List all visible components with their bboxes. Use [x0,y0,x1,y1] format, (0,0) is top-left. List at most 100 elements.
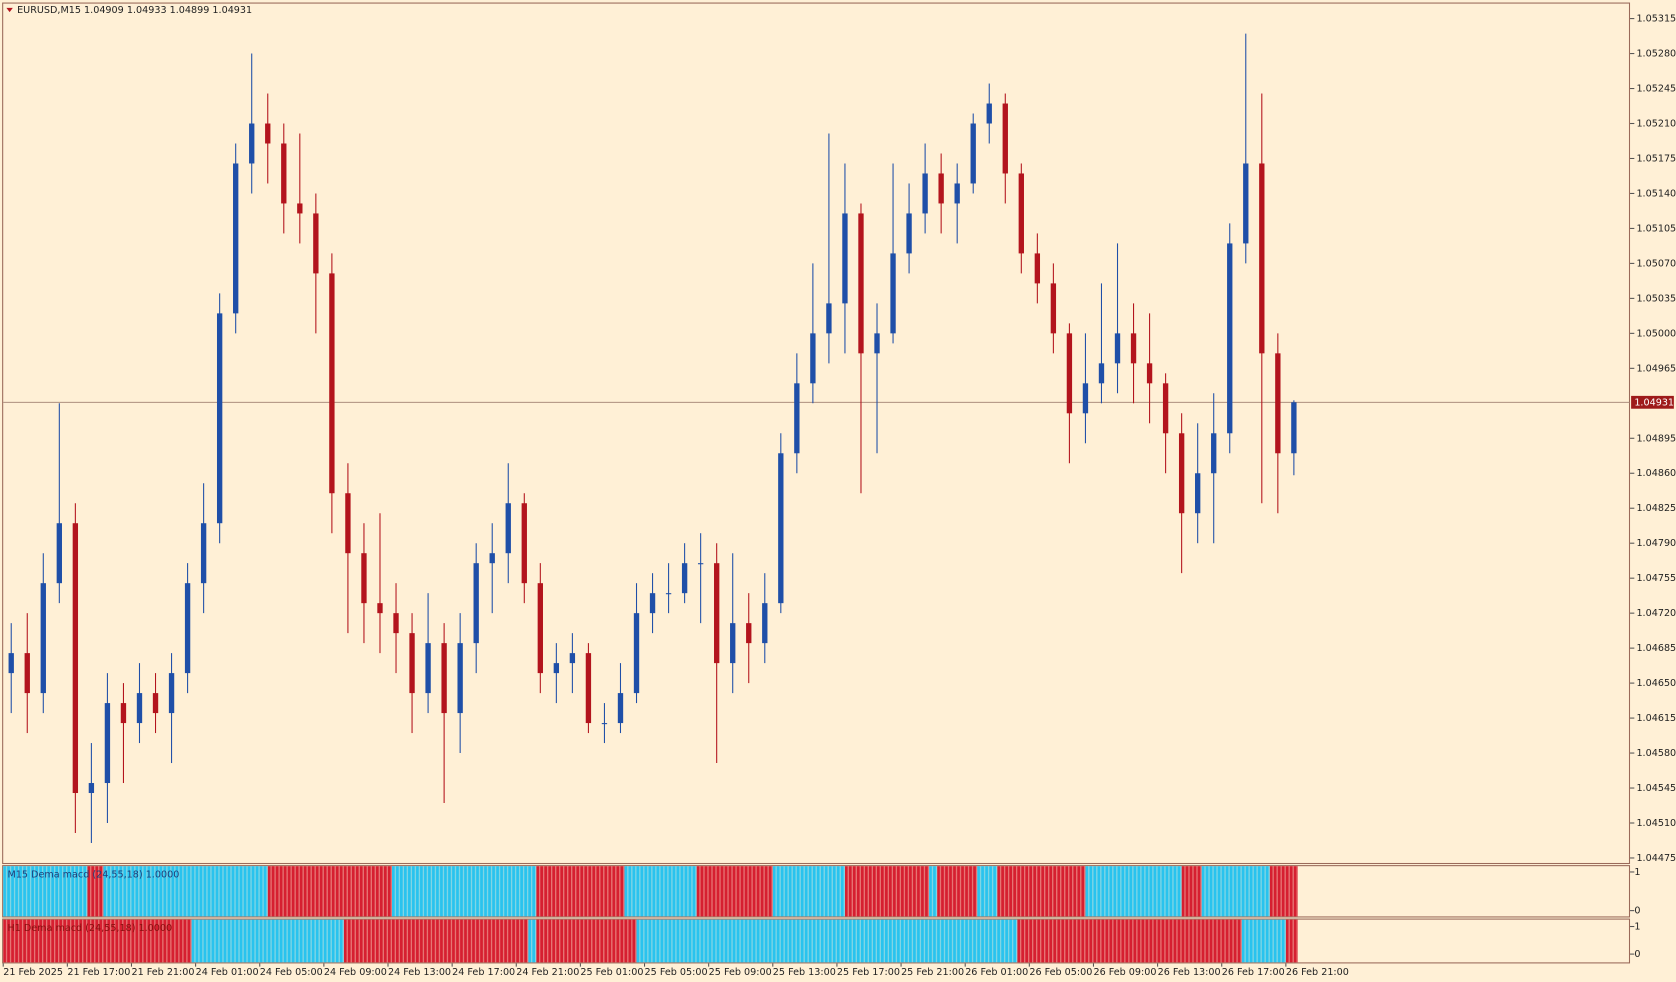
indicator-run [528,919,537,963]
x-tick-label: 24 Feb 21:00 [516,967,579,978]
candle-body [1098,363,1105,384]
y-tick-label: 1.04650 [1636,678,1676,689]
candle-body [1082,383,1089,414]
y-tick-label: 1.05140 [1636,188,1676,199]
y-tick-label: 1.05315 [1636,14,1676,25]
x-tick-label: 24 Feb 09:00 [324,967,387,978]
candle-body [152,693,159,714]
y-tick-label: 1.04545 [1636,783,1676,794]
candle-body [1195,473,1201,514]
candle-body [874,333,880,354]
y-tick-label: 1.05035 [1636,293,1676,304]
candle-body [1227,243,1233,434]
indicator-run [1241,919,1286,963]
panel-y-tick-label: 0 [1634,949,1640,960]
x-tick-label: 24 Feb 01:00 [196,967,259,978]
candle-body [136,693,143,724]
candle-body [842,213,848,304]
indicator-run [1201,866,1270,917]
candle-body [361,553,367,604]
y-tick-label: 1.04965 [1636,363,1676,374]
candle-body [1002,103,1008,174]
indicator-run [392,866,537,917]
candle-body [617,693,624,724]
chart-title: EURUSD,M15 1.04909 1.04933 1.04899 1.049… [17,5,252,16]
indicator-run [1269,866,1298,917]
x-tick-label: 26 Feb 17:00 [1222,967,1285,978]
y-tick-label: 1.05210 [1636,119,1676,130]
y-tick-label: 1.04685 [1636,643,1676,654]
candle-body [521,503,527,584]
candle-body [297,203,303,214]
candle-body [425,643,431,694]
candle-body [906,213,912,254]
candle-body [88,783,95,794]
candle-body [762,603,768,644]
price-label: 1.04931 [1634,397,1674,408]
x-tick-label: 25 Feb 13:00 [773,967,836,978]
candle-body [345,493,351,554]
y-tick-label: 1.04720 [1636,608,1676,619]
indicator-run [87,866,104,917]
candle-body [649,593,656,614]
candle-body [537,583,543,674]
indicator-run [997,866,1086,917]
x-tick-label: 25 Feb 09:00 [709,967,772,978]
candle-body [24,653,30,694]
indicator-run [191,919,344,963]
candle-body [681,563,688,594]
candle-body [1211,433,1217,474]
candle-body [810,333,816,384]
candle-body [714,563,720,664]
indicator-run [696,866,773,917]
y-tick-label: 1.05280 [1636,49,1676,60]
candle-body [329,273,335,494]
y-tick-label: 1.04580 [1636,748,1676,759]
candle-body [409,633,415,694]
x-tick-label: 21 Feb 21:00 [131,967,194,978]
y-tick-label: 1.04825 [1636,503,1676,514]
candle-body [1291,402,1297,454]
candle-body [938,173,944,204]
candle-body [986,103,992,124]
x-tick-label: 26 Feb 21:00 [1286,967,1349,978]
x-tick-label: 25 Feb 21:00 [901,967,964,978]
indicator-run [624,866,697,917]
y-tick-label: 1.05245 [1636,84,1676,95]
indicator-run [103,866,268,917]
candle-body [1018,173,1024,254]
candle-body [216,313,223,524]
candle-body [72,523,79,794]
candle-body [200,523,207,584]
candle-body [1178,433,1185,514]
candle-body [1146,363,1153,384]
candle-body [505,503,511,554]
candle-body [1130,333,1137,364]
indicator-run [536,919,637,963]
indicator-run [1085,866,1182,917]
candle-body [633,613,640,694]
candle-body [585,653,592,724]
x-tick-label: 25 Feb 05:00 [645,967,708,978]
panel-label: M15 Dema macd (24,55,18) 1.0000 [7,870,179,881]
y-tick-label: 1.04860 [1636,468,1676,479]
candle-body [120,703,127,724]
candle-body [489,553,495,564]
candle-body [1050,283,1057,334]
y-tick-label: 1.04895 [1636,433,1676,444]
y-tick-label: 1.04510 [1636,818,1676,829]
x-tick-label: 24 Feb 05:00 [260,967,323,978]
x-tick-label: 26 Feb 01:00 [965,967,1028,978]
candle-body [233,163,239,314]
candle-body [665,593,672,595]
candle-body [377,603,383,614]
candle-body [858,213,864,354]
indicator-run [977,866,998,917]
candle-body [1243,163,1249,244]
candle-body [473,563,479,644]
indicator-run [3,866,88,917]
menu-arrow[interactable] [6,7,13,13]
candle-body [601,723,608,725]
